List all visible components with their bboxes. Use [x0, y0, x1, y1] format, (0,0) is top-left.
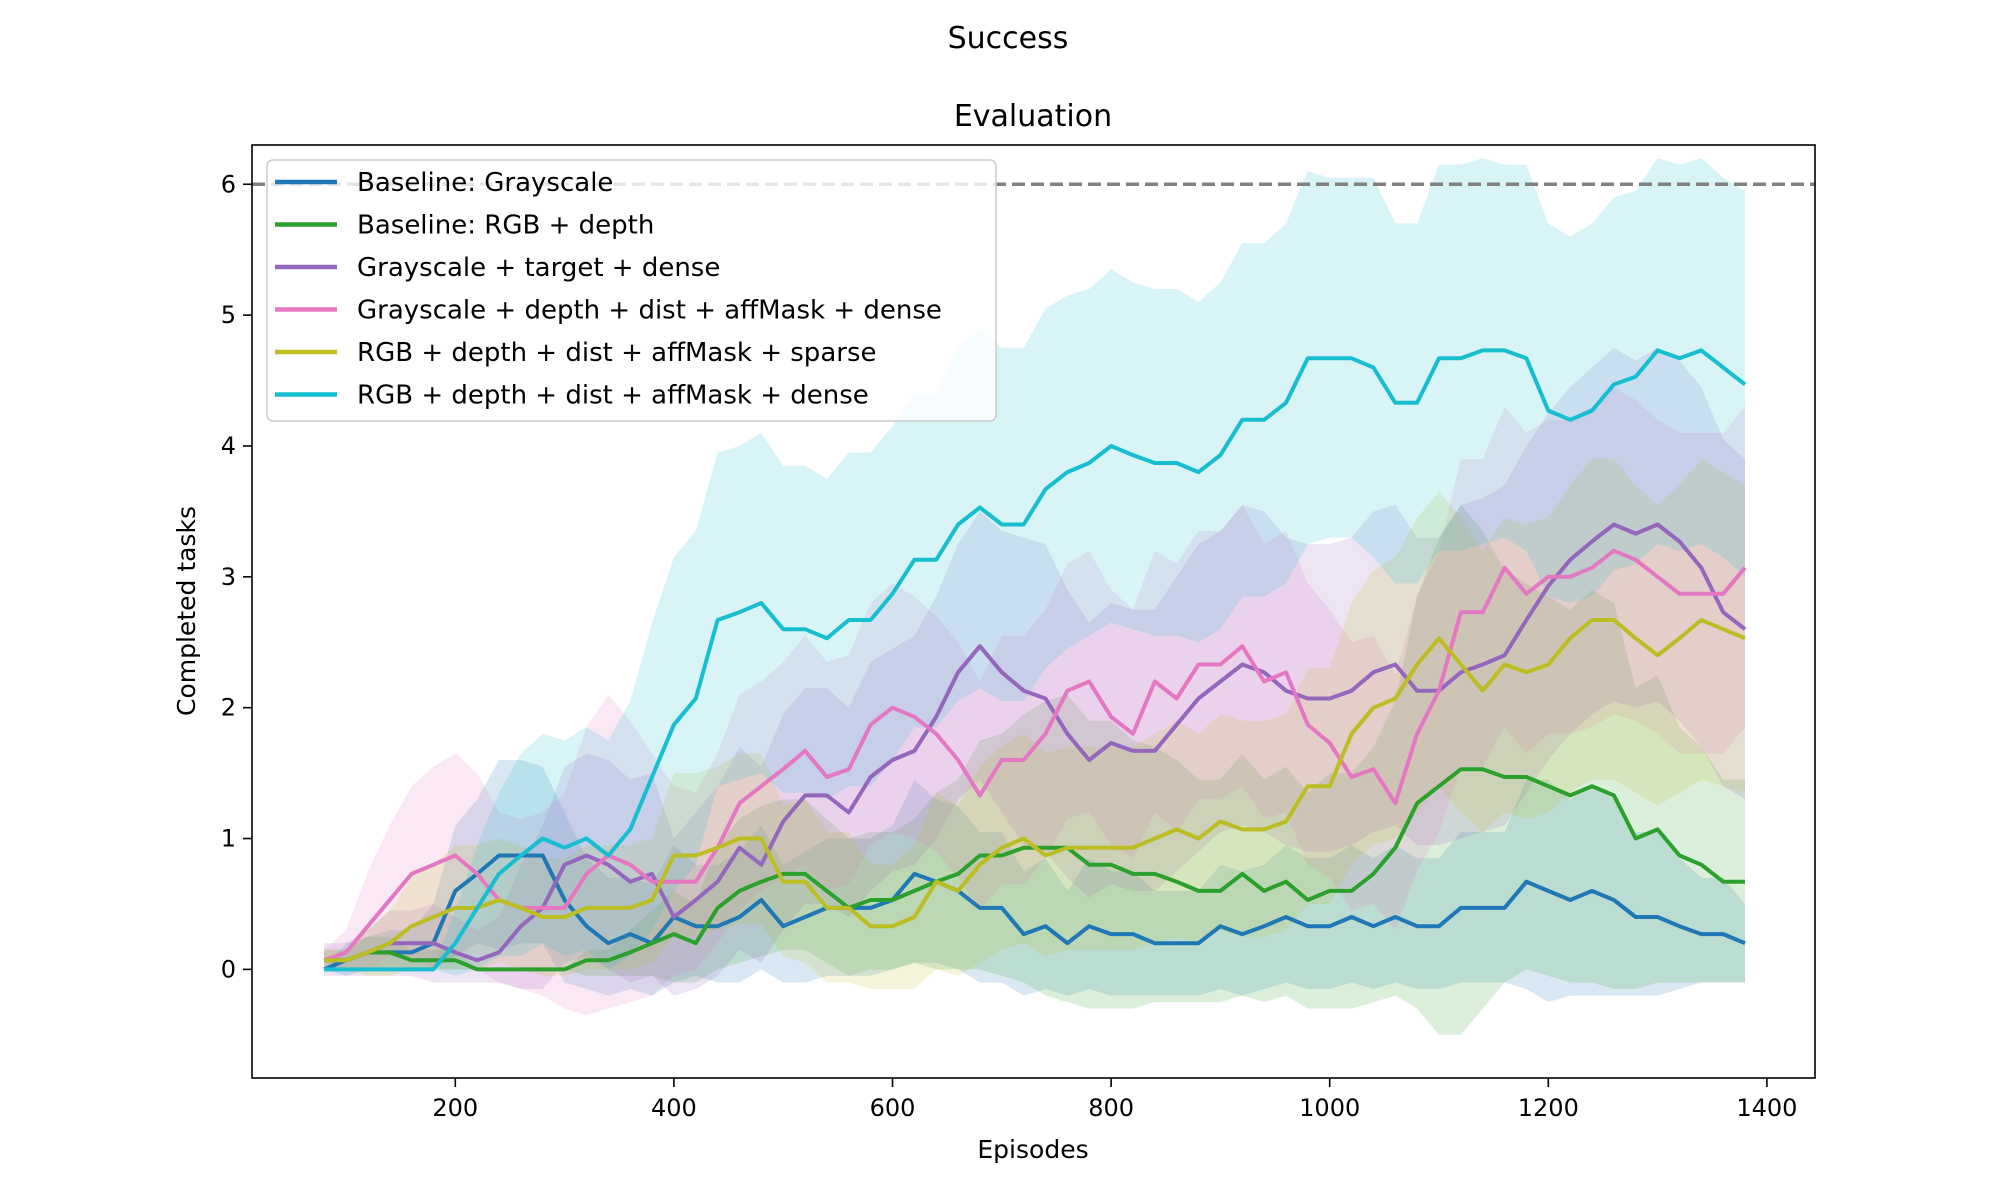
y-axis-label: Completed tasks [172, 506, 201, 716]
confidence-bands [324, 158, 1746, 1035]
series-line-4 [324, 618, 1746, 963]
y-tick-label: 5 [221, 301, 236, 329]
x-axis-label: Episodes [977, 1135, 1088, 1164]
y-tick-label: 6 [221, 170, 236, 198]
y-tick-label: 1 [221, 825, 236, 853]
legend-label-0: Baseline: Grayscale [357, 168, 613, 198]
legend: Baseline: Grayscale Baseline: RGB + depth… [266, 159, 997, 422]
plot-frame [251, 144, 1816, 1079]
x-tick-label: 200 [432, 1094, 478, 1122]
x-tick-label: 600 [870, 1094, 916, 1122]
y-tick-label: 0 [221, 955, 236, 983]
series-line-0 [323, 853, 1746, 972]
figure-suptitle: Success [948, 21, 1069, 56]
band-1 [324, 504, 1746, 1035]
y-tick-label: 3 [221, 563, 236, 591]
x-tick-label: 1200 [1518, 1094, 1579, 1122]
x-axis: 200 400 600 800 1000 1200 1400 [432, 1078, 1797, 1122]
y-tick-label: 4 [221, 432, 236, 460]
x-tick-label: 1000 [1299, 1094, 1360, 1122]
band-3 [324, 387, 1746, 1016]
x-tick-label: 400 [651, 1094, 697, 1122]
x-tick-label: 1400 [1736, 1094, 1797, 1122]
chart-title: Evaluation [954, 99, 1112, 134]
series-line-3 [323, 548, 1747, 963]
legend-label-4: RGB + depth + dist + affMask + sparse [357, 338, 876, 368]
band-0 [324, 760, 1746, 1003]
series-lines [323, 348, 1747, 972]
y-tick-label: 2 [221, 694, 236, 722]
band-5 [324, 158, 1746, 976]
y-axis: 0 1 2 3 4 5 6 [221, 170, 252, 983]
legend-label-5: RGB + depth + dist + affMask + dense [357, 381, 869, 411]
band-2 [324, 347, 1746, 996]
series-line-5 [324, 348, 1747, 972]
legend-label-3: Grayscale + depth + dist + affMask + den… [357, 296, 942, 326]
series-line-2 [324, 522, 1747, 963]
legend-label-2: Grayscale + target + dense [357, 253, 720, 283]
legend-frame [266, 159, 997, 422]
legend-label-1: Baseline: RGB + depth [357, 211, 654, 241]
x-tick-label: 800 [1088, 1094, 1134, 1122]
